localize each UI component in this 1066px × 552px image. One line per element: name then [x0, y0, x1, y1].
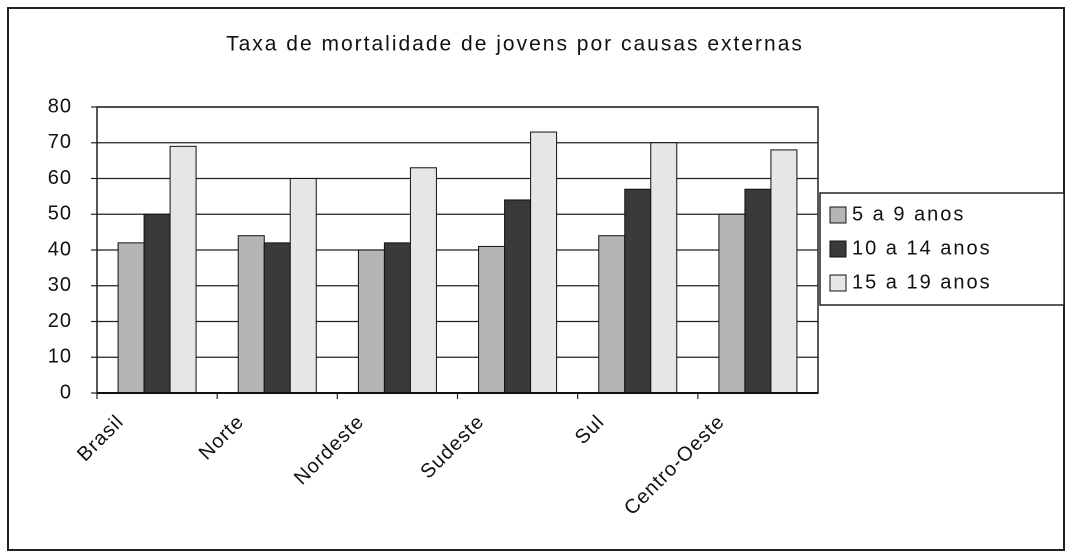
bar — [478, 245, 506, 394]
chart-title: Taxa de mortalidade de jovens por causas… — [226, 33, 804, 56]
y-tick-label: 20 — [48, 310, 72, 332]
y-tick-label: 0 — [60, 381, 72, 403]
legend-label: 10 a 14 anos — [852, 237, 992, 259]
legend-swatch — [829, 206, 847, 224]
bar — [770, 149, 798, 394]
legend-swatch — [829, 240, 847, 258]
bar — [624, 188, 652, 394]
bar — [383, 242, 411, 394]
legend-label: 15 a 19 anos — [852, 271, 992, 293]
legend-box — [819, 192, 1065, 306]
bar — [598, 235, 626, 394]
bar — [409, 167, 437, 394]
y-tick-label: 10 — [48, 346, 72, 368]
bar — [504, 199, 532, 394]
x-tick-label: Norte — [195, 411, 249, 465]
y-tick-label: 30 — [48, 274, 72, 296]
bar — [289, 178, 317, 394]
x-tick-label: Centro-Oeste — [620, 411, 729, 520]
legend-swatch — [829, 274, 847, 292]
y-tick-label: 40 — [48, 238, 72, 260]
bar — [357, 249, 385, 394]
y-tick-label: 70 — [48, 131, 72, 153]
bar — [117, 242, 145, 394]
y-tick-label: 80 — [48, 95, 72, 117]
x-tick-label: Brasil — [73, 411, 128, 466]
bar — [237, 235, 265, 394]
y-tick-label: 50 — [48, 203, 72, 225]
bar — [530, 131, 558, 394]
x-tick-label: Nordeste — [290, 411, 369, 490]
x-tick-label: Sul — [571, 411, 609, 449]
bar — [143, 213, 171, 394]
bar — [169, 145, 197, 394]
x-tick-label: Sudeste — [416, 411, 488, 483]
bar — [744, 188, 772, 394]
legend-label: 5 a 9 anos — [852, 203, 965, 225]
bar — [718, 213, 746, 394]
y-tick-label: 60 — [48, 167, 72, 189]
bar — [263, 242, 291, 394]
bar — [650, 142, 678, 394]
